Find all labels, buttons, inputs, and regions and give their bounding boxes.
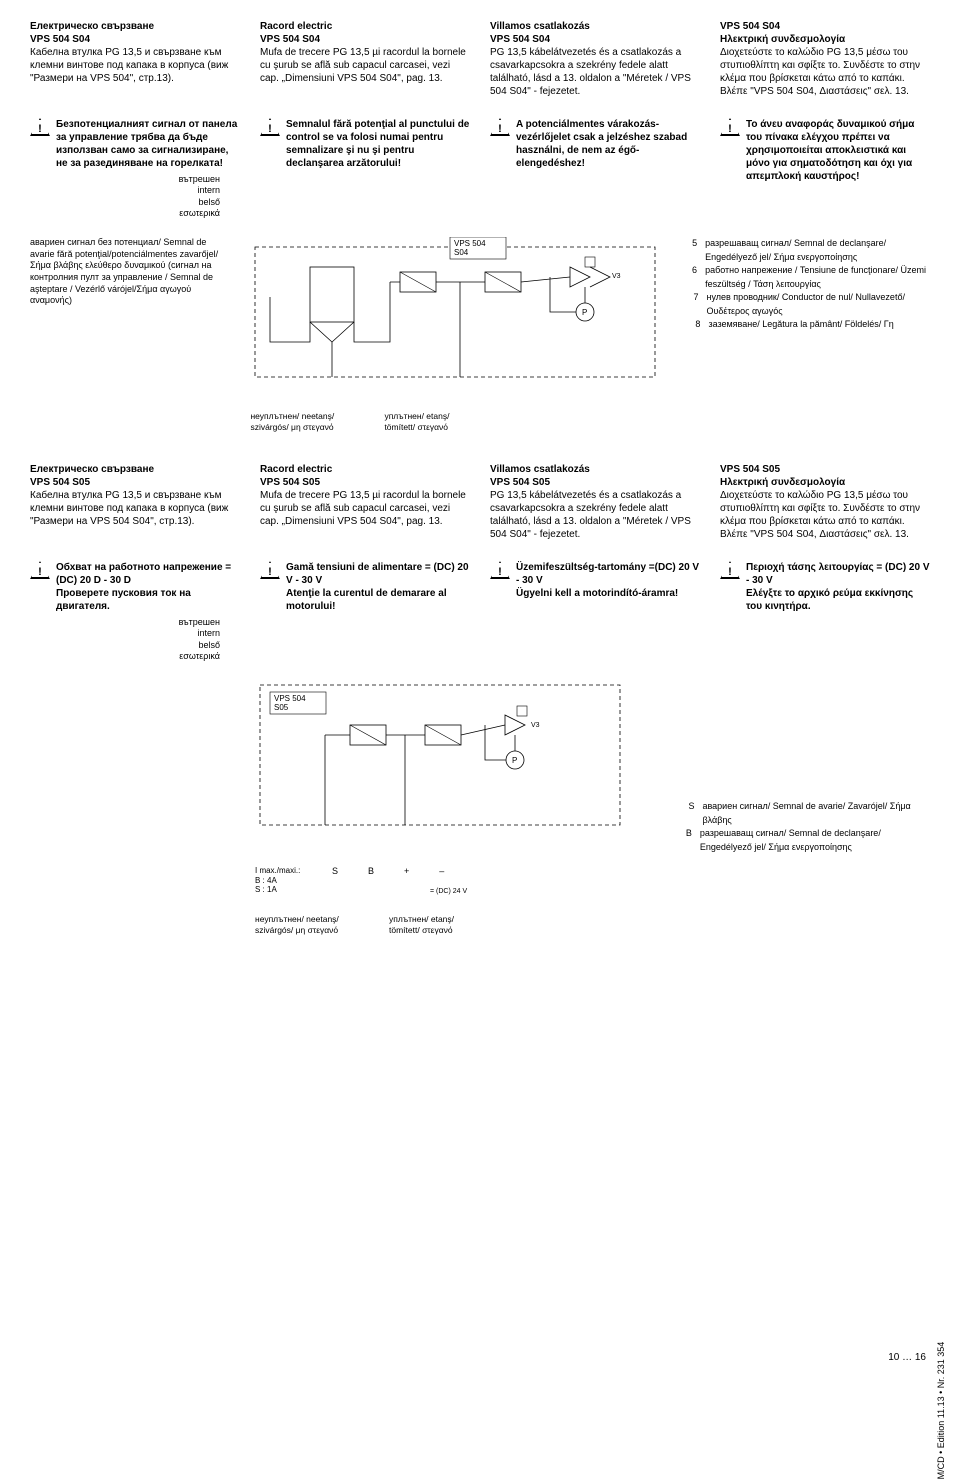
body: Кабелна втулка PG 13,5 и свързване към к… — [30, 46, 240, 85]
sub: VPS 504 S05 — [260, 476, 470, 489]
sub: VPS 504 S04 — [490, 33, 700, 46]
diagram1-svg: VPS 504 S04 V3 P — [250, 237, 670, 407]
term-S: S — [332, 866, 338, 878]
col-bg: Електрическо свързване VPS 504 S05 Кабел… — [30, 463, 240, 541]
svg-text:P: P — [582, 308, 587, 317]
svg-text:VPS 504: VPS 504 — [454, 239, 486, 248]
warn-hu: Üzemifeszültség-tartomány =(DC) 20 V - 3… — [490, 559, 700, 662]
warn-bg: Обхват на работното напрежение =(DC) 20 … — [30, 559, 240, 662]
body: Διοχετεύστε το καλώδιο PG 13,5 μέσω του … — [720, 46, 930, 98]
body: Кабелна втулка PG 13,5 и свързване към к… — [30, 489, 240, 528]
title: Villamos csatlakozás — [490, 463, 700, 476]
warn-text2: Проверете пусковия ток на двигателя. — [56, 588, 191, 612]
intern-labels: вътрешен intern belső εσωτερικά — [30, 617, 240, 662]
diagram2-left — [30, 680, 235, 936]
col-hu: Villamos csatlakozás VPS 504 S04 PG 13,5… — [490, 20, 700, 98]
sub: VPS 504 S05 — [30, 476, 240, 489]
intern-labels: вътрешен intern belső εσωτερικά — [30, 174, 240, 219]
col-el: VPS 504 S04 Ηλεκτρική συνδεσμολογία Διοχ… — [720, 20, 930, 98]
cap1: неуплътнен/ neetanş/ szivárgós/ μη στεγα… — [255, 914, 375, 936]
section1-headers: Електрическо свързване VPS 504 S04 Кабел… — [30, 20, 930, 98]
body: PG 13,5 kábelátvezetés és a csatlakozás … — [490, 489, 700, 541]
sub: VPS 504 S04 — [30, 33, 240, 46]
warn-el: Περιοχή τάσης λειτουργίας = (DC) 20 V - … — [720, 559, 930, 662]
sub: Ηλεκτρική συνδεσμολογία — [720, 476, 930, 489]
title: VPS 504 S04 — [720, 20, 930, 33]
warn-text: Semnalul fără potenţial al punctului de … — [286, 118, 470, 170]
diagram1-svg-wrap: VPS 504 S04 V3 P неуплътнен/ neet — [250, 237, 670, 433]
warn-bg: Безпотенциалният сигнал от панела за упр… — [30, 116, 240, 219]
warning-icon — [720, 561, 740, 579]
diagram2-svg-wrap: VPS 504 S05 V3 P I max./maxi.: B : 4A S … — [255, 680, 665, 936]
sub: VPS 504 S04 — [260, 33, 470, 46]
page-number: 10 … 16 — [888, 1351, 926, 1364]
col-el: VPS 504 S05 Ηλεκτρική συνδεσμολογία Διοχ… — [720, 463, 930, 541]
svg-text:P: P — [512, 756, 517, 765]
cap1: неуплътнен/ neetanş/ szivárgós/ μη στεγα… — [250, 411, 370, 433]
col-ro: Racord electric VPS 504 S05 Mufa de trec… — [260, 463, 470, 541]
diagram2-row: VPS 504 S05 V3 P I max./maxi.: B : 4A S … — [30, 680, 930, 936]
warn-text2: Ελέγξτε το αρχικό ρεύμα εκκίνησης του κι… — [746, 588, 913, 612]
diagram2-svg: VPS 504 S05 V3 P — [255, 680, 635, 860]
svg-text:S04: S04 — [454, 248, 469, 257]
diagram1-legend: 5разрешаващ сигнал/ Semnal de declanşare… — [690, 237, 930, 433]
warn-text: A potenciálmentes várakozás-vezérlőjelet… — [516, 118, 700, 170]
warn-text: Üzemifeszültség-tartomány =(DC) 20 V - 3… — [516, 562, 699, 586]
warn-text2: Ügyelni kell a motorindító-áramra! — [516, 588, 678, 599]
warning-icon — [260, 561, 280, 579]
section2-headers: Електрическо свързване VPS 504 S05 Кабел… — [30, 463, 930, 541]
warn-text: Безпотенциалният сигнал от панела за упр… — [56, 118, 240, 170]
warn-text: Обхват на работното напрежение =(DC) 20 … — [56, 562, 231, 586]
footer-edition: M/CD • Edition 11.13 • Nr. 231 354 — [936, 1342, 948, 1480]
warning-icon — [30, 561, 50, 579]
warn-text: Gamă tensiuni de alimentare = (DC) 20 V … — [286, 562, 469, 586]
warn-text: Περιοχή τάσης λειτουργίας = (DC) 20 V - … — [746, 562, 930, 586]
cap2: уплътнен/ etanş/ tömített/ στεγανό — [389, 914, 509, 936]
warn-ro: Semnalul fără potenţial al punctului de … — [260, 116, 470, 219]
title: VPS 504 S05 — [720, 463, 930, 476]
svg-text:VPS 504: VPS 504 — [274, 694, 306, 703]
diagram1-row: авариен сигнал без потенциал/ Semnal de … — [30, 237, 930, 433]
svg-text:V3: V3 — [612, 273, 621, 280]
sub: Ηλεκτρική συνδεσμολογία — [720, 33, 930, 46]
term-plus: + — [404, 866, 409, 878]
diagram2-legend: Sавариен сигнал/ Semnal de avarie/ Zavar… — [685, 680, 930, 936]
term-minus: – — [439, 866, 444, 878]
cap2: уплътнен/ etanş/ tömített/ στεγανό — [384, 411, 504, 433]
warning-icon — [720, 118, 740, 136]
warn-text2: Atenţie la curentul de demarare al motor… — [286, 588, 447, 612]
warning-icon — [490, 118, 510, 136]
title: Електрическо свързване — [30, 463, 240, 476]
col-hu: Villamos csatlakozás VPS 504 S05 PG 13,5… — [490, 463, 700, 541]
section2-warnings: Обхват на работното напрежение =(DC) 20 … — [30, 559, 930, 662]
sub: VPS 504 S05 — [490, 476, 700, 489]
section1-warnings: Безпотенциалният сигнал от панела за упр… — [30, 116, 930, 219]
body: PG 13,5 kábelátvezetés és a csatlakozás … — [490, 46, 700, 98]
svg-text:S05: S05 — [274, 703, 289, 712]
warning-icon — [260, 118, 280, 136]
col-bg: Електрическо свързване VPS 504 S04 Кабел… — [30, 20, 240, 98]
body: Mufa de trecere PG 13,5 µi racordul la b… — [260, 46, 470, 85]
body: Διοχετεύστε το καλώδιο PG 13,5 μέσω του … — [720, 489, 930, 541]
svg-text:V3: V3 — [531, 722, 540, 729]
diagram1-left-caption: авариен сигнал без потенциал/ Semnal de … — [30, 237, 230, 433]
title: Електрическо свързване — [30, 20, 240, 33]
title: Villamos csatlakozás — [490, 20, 700, 33]
body: Mufa de trecere PG 13,5 µi racordul la b… — [260, 489, 470, 528]
term-B: B — [368, 866, 374, 878]
volt: = (DC) 24 V — [430, 887, 665, 896]
warning-icon — [490, 561, 510, 579]
title: Racord electric — [260, 20, 470, 33]
warning-icon — [30, 118, 50, 136]
title: Racord electric — [260, 463, 470, 476]
warn-el: Το άνευ αναφοράς δυναμικού σήμα του πίνα… — [720, 116, 930, 219]
warn-hu: A potenciálmentes várakozás-vezérlőjelet… — [490, 116, 700, 219]
spec: I max./maxi.: B : 4A S : 1A — [255, 866, 310, 895]
col-ro: Racord electric VPS 504 S04 Mufa de trec… — [260, 20, 470, 98]
warn-ro: Gamă tensiuni de alimentare = (DC) 20 V … — [260, 559, 470, 662]
warn-text: Το άνευ αναφοράς δυναμικού σήμα του πίνα… — [746, 118, 930, 183]
